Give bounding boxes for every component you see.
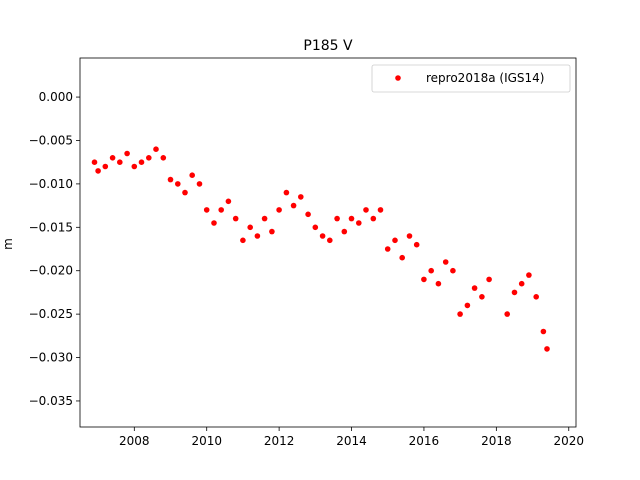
x-tick-label: 2010: [191, 434, 222, 448]
y-tick-label: −0.020: [29, 264, 73, 278]
data-point: [276, 207, 282, 213]
legend-label: repro2018a (IGS14): [426, 71, 544, 85]
data-point: [341, 228, 348, 235]
data-point: [167, 176, 174, 183]
data-point: [392, 237, 398, 244]
chart-title: P185 V: [303, 38, 353, 54]
data-point: [370, 215, 377, 222]
legend: repro2018a (IGS14): [371, 64, 571, 93]
data-point: [182, 189, 188, 196]
y-tick-label: −0.005: [29, 133, 73, 147]
legend-box: [371, 64, 571, 93]
data-point: [153, 146, 159, 152]
data-point: [189, 172, 195, 178]
data-point: [124, 150, 130, 157]
data-point: [384, 246, 391, 252]
data-point: [471, 285, 478, 291]
data-point: [319, 233, 326, 239]
data-point: [95, 168, 101, 174]
data-point: [518, 280, 525, 287]
data-point: [504, 311, 511, 317]
data-point: [442, 259, 449, 265]
data-point: [464, 302, 471, 309]
data-point: [240, 237, 246, 244]
data-point: [377, 207, 384, 213]
data-point: [269, 228, 275, 235]
data-point: [138, 159, 145, 165]
y-tick-label: −0.010: [29, 177, 73, 191]
y-tick-label: −0.030: [29, 351, 73, 365]
x-tick-label: 2020: [553, 434, 584, 448]
data-point: [406, 233, 413, 239]
data-point: [428, 267, 435, 274]
data-point: [533, 294, 539, 300]
data-point: [109, 155, 116, 161]
data-point: [363, 207, 369, 213]
data-point: [457, 311, 463, 317]
data-point: [247, 224, 253, 231]
y-tick-label: −0.015: [29, 220, 73, 234]
data-point: [146, 155, 152, 161]
data-point: [298, 194, 304, 200]
data-point: [160, 155, 167, 161]
data-point: [131, 163, 138, 170]
y-axis: 0.000 −0.005 −0.010 −0.015 −0.020 −0.025 −0.03…: [29, 90, 80, 408]
data-point: [435, 280, 442, 287]
data-point: [421, 276, 427, 283]
x-tick-label: 2012: [264, 434, 295, 448]
data-point: [196, 181, 203, 187]
data-point: [261, 215, 268, 222]
data-point: [450, 267, 456, 274]
data-point: [413, 241, 420, 248]
data-point: [91, 159, 98, 165]
data-point: [254, 233, 261, 239]
data-point: [511, 289, 518, 296]
data-point: [312, 224, 319, 231]
y-axis-label: m: [1, 238, 15, 250]
legend-marker: [395, 75, 401, 81]
data-point: [526, 272, 532, 278]
data-point: [356, 220, 362, 226]
y-tick-label: −0.035: [29, 394, 73, 408]
data-point: [211, 220, 217, 226]
data-points: [91, 146, 550, 352]
data-point: [203, 207, 210, 213]
y-tick-label: 0.000: [39, 90, 73, 104]
x-tick-label: 2014: [336, 434, 367, 448]
y-tick-label: −0.025: [29, 307, 73, 321]
x-axis: 2008 2010 2012 2014 2016 2018 2020: [119, 427, 584, 448]
data-point: [175, 181, 181, 187]
data-point: [348, 215, 355, 222]
data-point: [117, 159, 123, 165]
data-point: [327, 237, 333, 244]
data-point: [290, 202, 297, 209]
data-point: [225, 198, 232, 205]
data-point: [399, 254, 406, 261]
data-point: [479, 294, 485, 300]
data-point: [102, 163, 109, 170]
data-point: [486, 276, 492, 283]
data-point: [540, 328, 547, 335]
data-point: [334, 215, 340, 222]
plot-frame: [79, 57, 577, 428]
data-point: [283, 189, 290, 196]
data-point: [305, 211, 311, 218]
x-tick-label: 2016: [409, 434, 440, 448]
x-tick-label: 2008: [119, 434, 150, 448]
data-point: [218, 207, 224, 213]
x-tick-label: 2018: [481, 434, 512, 448]
data-point: [232, 215, 239, 222]
data-point: [544, 346, 550, 352]
